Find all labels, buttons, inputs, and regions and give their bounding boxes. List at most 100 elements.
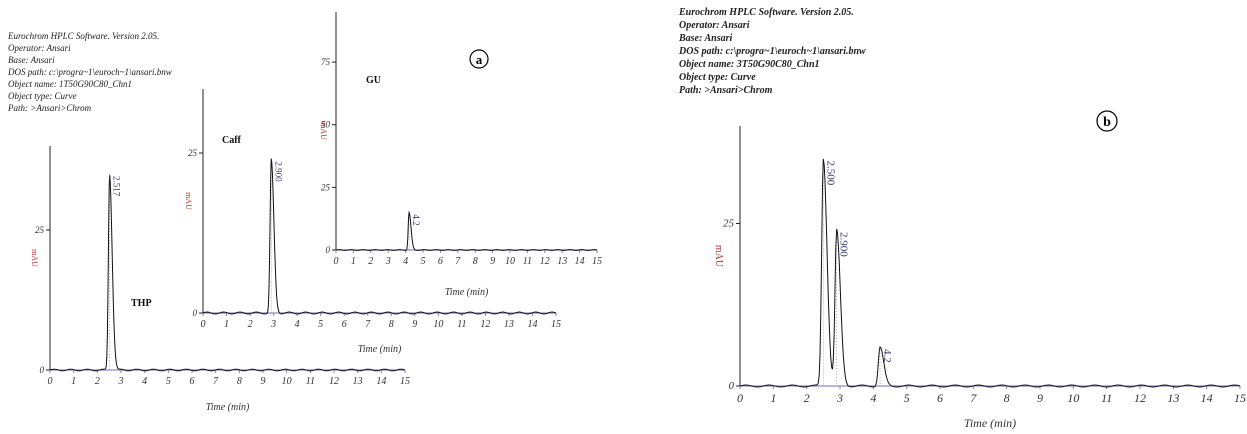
y-tick-label: 50: [321, 120, 331, 130]
x-tick-label: 9: [1037, 391, 1043, 405]
panel-a-header-line: DOS path: c:\progra~1\euroch~1\ansari.bn…: [7, 67, 172, 77]
x-tick-label: 7: [455, 256, 461, 267]
x-tick-label: 12: [329, 376, 339, 387]
x-tick-label: 11: [1101, 391, 1112, 405]
x-tick-label: 4: [295, 319, 300, 330]
x-tick-label: 3: [836, 391, 843, 405]
panel-a-header-line: Object type: Curve: [8, 91, 76, 101]
y-tick-label: 0: [729, 380, 735, 392]
x-tick-label: 6: [342, 319, 347, 330]
panel-b-letter: b: [1103, 115, 1111, 130]
x-tick-label: 15: [551, 319, 561, 330]
x-tick-label: 3: [385, 256, 391, 267]
y-tick-label: 0: [193, 308, 198, 318]
peak-label: 2.900: [838, 232, 850, 257]
y-tick-label: 25: [723, 218, 735, 230]
x-tick-label: 11: [306, 376, 315, 387]
chromatogram-trace: [335, 210, 598, 251]
x-tick-label: 9: [261, 376, 266, 387]
panel-b-header-line: Eurochrom HPLC Software. Version 2.05.: [678, 7, 854, 18]
x-tick-label: 15: [400, 376, 410, 387]
x-tick-label: 14: [527, 319, 537, 330]
y-axis-title: mAU: [30, 249, 39, 267]
panel-b-header-line: Operator: Ansari: [679, 20, 750, 31]
x-tick-label: 0: [48, 376, 53, 387]
x-tick-label: 3: [118, 376, 124, 387]
y-tick-label: 25: [35, 225, 45, 235]
x-axis-title: Time (min): [445, 287, 489, 298]
x-tick-label: 14: [1201, 391, 1213, 405]
chromatogram-trace: [739, 158, 1241, 388]
x-tick-label: 6: [190, 376, 195, 387]
x-tick-label: 3: [270, 319, 276, 330]
y-tick-label: 0: [326, 245, 331, 255]
x-tick-label: 8: [1004, 391, 1010, 405]
peak-label: 2.517: [112, 176, 122, 197]
x-tick-label: 5: [166, 376, 171, 387]
panel-a-header-line: Eurochrom HPLC Software. Version 2.05.: [7, 31, 159, 41]
x-tick-label: 1: [351, 256, 356, 267]
y-tick-label: 25: [321, 182, 331, 192]
panel-b-header-line: Path: >Ansari>Chrom: [679, 85, 773, 96]
y-axis-title: mAU: [713, 245, 724, 268]
y-tick-label: 0: [40, 365, 45, 375]
x-tick-label: 13: [353, 376, 363, 387]
x-tick-label: 1: [71, 376, 76, 387]
panel-b-header-line: Object type: Curve: [679, 72, 756, 83]
x-tick-label: 11: [523, 256, 532, 267]
x-tick-label: 5: [904, 391, 910, 405]
x-tick-label: 9: [412, 319, 417, 330]
x-tick-label: 1: [224, 319, 229, 330]
x-tick-label: 13: [504, 319, 514, 330]
peak-label: 4.2: [411, 214, 421, 225]
x-tick-label: 0: [737, 391, 743, 405]
x-tick-label: 5: [421, 256, 426, 267]
x-tick-label: 0: [201, 319, 206, 330]
panel-a-header: Eurochrom HPLC Software. Version 2.05. O…: [7, 31, 172, 113]
panel-a-letter-circle: [469, 49, 489, 69]
x-tick-label: 10: [1067, 391, 1079, 405]
x-tick-label: 4: [142, 376, 147, 387]
x-tick-label: 8: [389, 319, 394, 330]
y-axis-title: mAU: [184, 192, 193, 210]
peak-label: 2.900: [273, 161, 283, 182]
x-tick-label: 12: [540, 256, 550, 267]
x-tick-label: 7: [365, 319, 371, 330]
x-tick-label: 2: [804, 391, 810, 405]
x-tick-label: 7: [213, 376, 219, 387]
x-tick-label: 10: [282, 376, 292, 387]
y-tick-label: 25: [188, 148, 198, 158]
panel-b-header-line: Base: Ansari: [678, 33, 732, 44]
x-tick-label: 4: [403, 256, 408, 267]
peak-label: 4.2: [881, 349, 893, 363]
x-tick-label: 6: [438, 256, 443, 267]
x-tick-label: 14: [376, 376, 386, 387]
x-tick-label: 2: [95, 376, 100, 387]
x-tick-label: 2: [368, 256, 373, 267]
x-tick-label: 9: [490, 256, 495, 267]
panel-a-header-line: Object name: 1T50G90C80_Chn1: [8, 79, 132, 89]
x-tick-label: 1: [770, 391, 776, 405]
x-axis-title: Time (min): [358, 344, 402, 355]
x-tick-label: 10: [433, 319, 443, 330]
panel-a-letter-badge: a: [469, 49, 489, 69]
compound-label: THP: [131, 298, 152, 309]
x-tick-label: 7: [970, 391, 977, 405]
x-tick-label: 6: [937, 391, 943, 405]
x-tick-label: 15: [592, 256, 602, 267]
x-tick-label: 5: [318, 319, 323, 330]
x-tick-label: 13: [557, 256, 567, 267]
panel-b-letter-circle: [1096, 110, 1118, 132]
x-tick-label: 8: [237, 376, 242, 387]
panel-a-header-line: Operator: Ansari: [8, 43, 71, 53]
x-tick-label: 10: [505, 256, 515, 267]
x-tick-label: 14: [575, 256, 585, 267]
x-tick-label: 0: [334, 256, 339, 267]
panel-b-header-line: DOS path: c:\progra~1\euroch~1\ansari.bn…: [678, 46, 866, 57]
x-tick-label: 12: [1134, 391, 1146, 405]
x-tick-label: 13: [1167, 391, 1179, 405]
